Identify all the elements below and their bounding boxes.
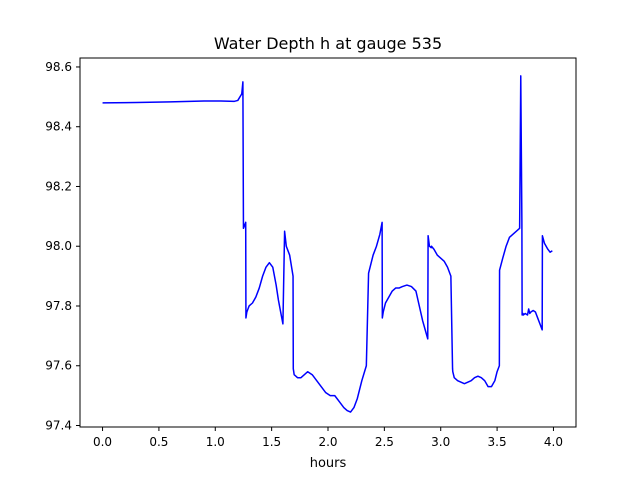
y-tick-label: 97.4 xyxy=(45,419,72,433)
x-tick-label: 3.5 xyxy=(488,435,507,449)
series-line-0 xyxy=(102,75,553,413)
plot-frame xyxy=(79,57,577,428)
series-layer xyxy=(102,75,553,413)
x-axis-label: hours xyxy=(310,456,347,471)
y-tick-label: 98.6 xyxy=(45,60,72,74)
x-tick-label: 2.5 xyxy=(375,435,394,449)
x-tick-label: 0.5 xyxy=(149,435,168,449)
y-tick-label: 97.8 xyxy=(45,299,72,313)
x-tick-label: 0.0 xyxy=(93,435,112,449)
x-tick-label: 2.0 xyxy=(318,435,337,449)
x-tick-label: 4.0 xyxy=(544,435,563,449)
chart-title: Water Depth h at gauge 535 xyxy=(214,34,442,53)
x-tick-label: 1.5 xyxy=(262,435,281,449)
x-axis: 0.0 0.5 1.0 1.5 2.0 2.5 3.0 3.5 4.0 xyxy=(93,427,563,449)
y-tick-label: 98.2 xyxy=(45,179,72,193)
x-tick-label: 3.0 xyxy=(431,435,450,449)
y-tick-label: 98.0 xyxy=(45,239,72,253)
y-tick-label: 98.4 xyxy=(45,120,72,134)
x-tick-label: 1.0 xyxy=(206,435,225,449)
y-tick-label: 97.6 xyxy=(45,359,72,373)
y-axis: 97.4 97.6 97.8 98.0 98.2 98.4 98.6 xyxy=(45,60,80,433)
